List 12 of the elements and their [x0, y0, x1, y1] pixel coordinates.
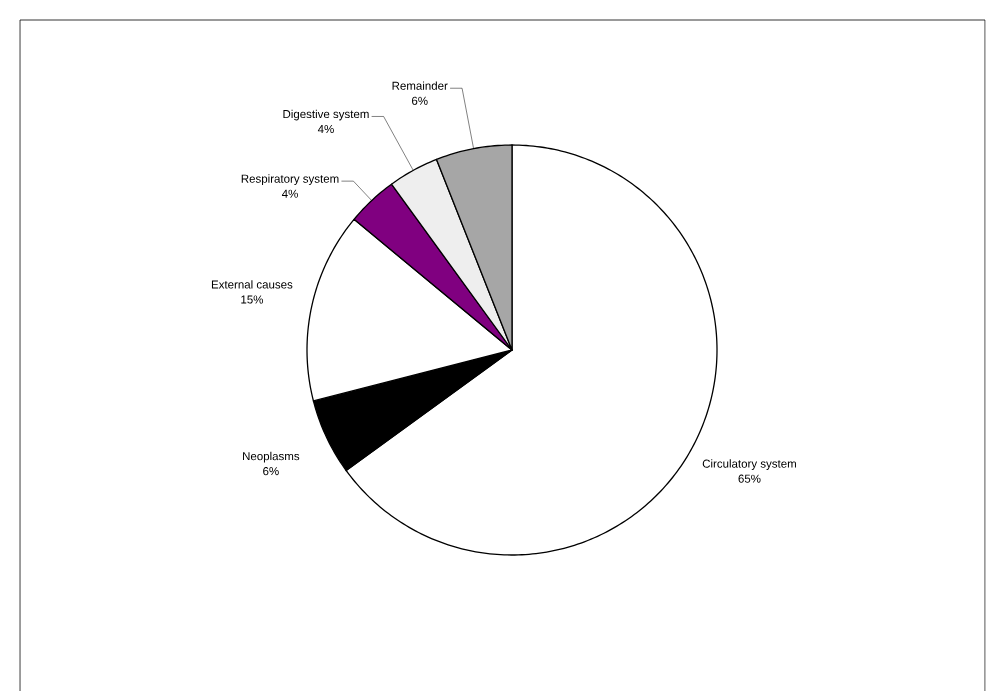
data-label: 65% [738, 474, 761, 483]
slice-label: Circulatory system [702, 459, 796, 470]
slice-label: Remainder [392, 81, 448, 90]
slice-label: External causes [211, 279, 293, 289]
data-label: 4% [281, 189, 298, 198]
slice-label: Digestive system [283, 109, 369, 121]
data-label: 6% [263, 466, 279, 476]
slice-label: Respiratory system [241, 174, 339, 185]
data-label: 15% [241, 295, 264, 304]
data-label: 4% [317, 124, 334, 133]
data-label: 6% [412, 96, 428, 105]
slice-label: Neoplasms [243, 451, 300, 463]
